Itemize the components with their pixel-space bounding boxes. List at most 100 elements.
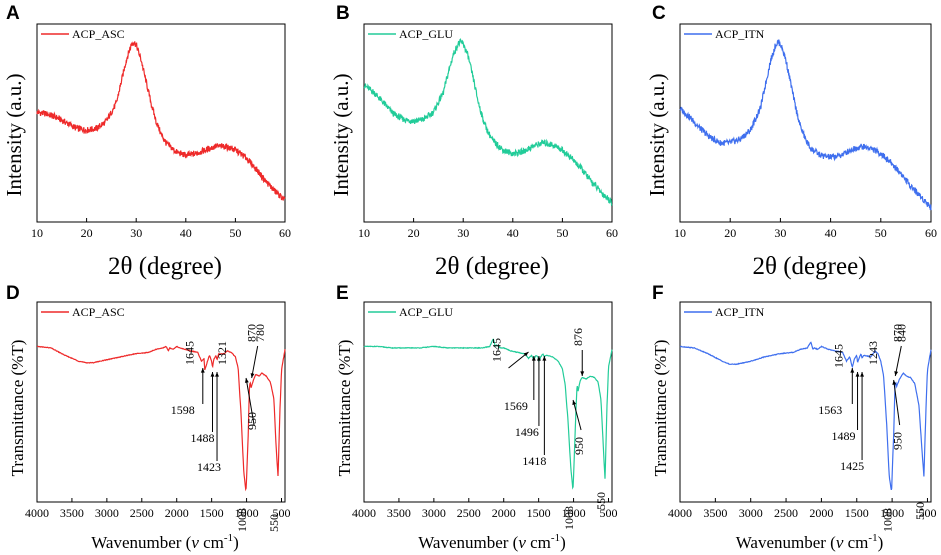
peak-arrow-head [200, 368, 205, 373]
x-axis-title-main: Wavenumber ( [91, 533, 191, 552]
x-axis-title: 2θ (degree) [435, 253, 549, 280]
x-axis-title-var: v [191, 533, 199, 552]
y-axis-title: Intensity (a.u.) [2, 73, 26, 196]
peak-arrow [572, 399, 582, 431]
legend-label: ACP_ASC [72, 305, 125, 319]
x-axis-title-main: Wavenumber ( [418, 533, 518, 552]
peak-annotation-950: 950 [245, 412, 259, 430]
peak-annotation-1418: 1418 [522, 454, 546, 468]
peak-annotation-780: 780 [253, 324, 267, 342]
peak-annotation-1425: 1425 [840, 459, 864, 473]
x-axis-title-unit: cm [843, 533, 868, 552]
peak-annotation-1496: 1496 [515, 425, 539, 439]
panel-letter: C [652, 3, 666, 24]
x-tick-label: 40 [507, 226, 519, 240]
x-axis-title-var: v [518, 533, 526, 552]
y-axis-title: Intensity (a.u.) [645, 73, 669, 196]
peak-annotation-950: 950 [891, 432, 905, 450]
x-axis-title-unit: cm [199, 533, 224, 552]
peak-annotation-550: 550 [594, 492, 608, 510]
x-tick-label: 3000 [422, 506, 446, 520]
peak-annotation-1321: 1321 [215, 341, 229, 365]
peak-annotation-1008: 1008 [235, 508, 249, 532]
x-tick-label: 2000 [492, 506, 516, 520]
legend-label: ACP_ASC [72, 27, 125, 41]
peak-arrow-head [894, 371, 899, 376]
x-axis-title-close: ) [560, 533, 566, 552]
x-tick-label: 2000 [809, 506, 833, 520]
x-tick-label: 1000 [235, 506, 259, 520]
peak-arrow-head [542, 356, 547, 361]
peak-arrow-head [250, 373, 255, 378]
x-axis-title-sup: -1 [224, 532, 233, 544]
x-tick-label: 2000 [165, 506, 189, 520]
legend-label: ACP_ITN [715, 305, 765, 319]
peak-arrow-head [855, 372, 860, 377]
peak-arrow-head [523, 352, 529, 357]
plot-frame [363, 23, 613, 223]
peak-arrow [251, 345, 259, 379]
y-axis-title: Transmittance (%T) [651, 340, 670, 477]
series-line [36, 41, 286, 201]
peak-arrow-head [244, 378, 249, 383]
peak-annotation-1563: 1563 [818, 403, 842, 417]
x-tick-label: 10 [31, 226, 43, 240]
peak-arrow-head [536, 356, 541, 361]
y-axis-title: Transmittance (%T) [335, 340, 354, 477]
series-line [679, 341, 932, 491]
peak-annotation-550: 550 [913, 502, 927, 520]
x-tick-label: 4000 [25, 506, 49, 520]
x-axis-title-unit: cm [526, 533, 551, 552]
peak-arrow-head [531, 356, 536, 361]
peak-arrow [245, 377, 255, 426]
x-tick-label: 3500 [60, 506, 84, 520]
peak-annotation-1488: 1488 [190, 431, 214, 445]
x-tick-label: 50 [229, 226, 241, 240]
x-tick-label: 30 [457, 226, 469, 240]
peak-arrow-head [580, 371, 585, 376]
panel-letter: D [6, 283, 20, 304]
x-tick-label: 500 [600, 506, 618, 520]
plot-frame [36, 301, 286, 503]
panel-f: F 4000 3500 3000 2500 2000 1500 1000 500 Wavenumb… [651, 283, 936, 552]
peak-annotation-1008: 1008 [881, 508, 895, 532]
peak-annotation-876: 876 [571, 328, 585, 346]
x-axis-title: Wavenumber (v cm-1) [418, 532, 566, 552]
x-tick-label: 4000 [352, 506, 376, 520]
peak-annotation-950: 950 [572, 437, 586, 455]
x-axis-title-close: ) [878, 533, 884, 552]
peak-annotation-550: 550 [267, 514, 281, 532]
x-tick-label: 20 [81, 226, 93, 240]
peak-annotation-1645: 1645 [490, 338, 504, 362]
peak-annotation-1598: 1598 [171, 403, 195, 417]
x-axis-title-sup: -1 [551, 532, 560, 544]
plot-frame [36, 23, 286, 223]
x-tick-label: 1500 [200, 506, 224, 520]
peak-annotation-1645: 1645 [183, 341, 197, 365]
x-tick-label: 2500 [457, 506, 481, 520]
x-tick-label: 3000 [95, 506, 119, 520]
peak-annotation-870: 870 [890, 324, 904, 342]
peak-annotation-840: 840 [894, 324, 908, 342]
panel-letter: E [336, 283, 349, 304]
x-axis-title: Wavenumber (v cm-1) [736, 532, 884, 552]
peak-arrow-head [215, 372, 219, 377]
peak-annotation-1008: 1008 [562, 506, 576, 530]
peak-annotation-1243: 1243 [866, 341, 880, 365]
x-axis-title-sup: -1 [868, 532, 877, 544]
peak-annotation-870: 870 [245, 324, 259, 342]
panel-b: B 10 20 30 40 50 60 2θ (degree) Intensity (a.u.)… [329, 3, 618, 280]
x-axis-title-var: v [836, 533, 844, 552]
panel-letter: B [336, 3, 350, 24]
x-tick-label: 500 [273, 506, 291, 520]
series-line [363, 338, 613, 490]
series-line [679, 39, 932, 211]
x-tick-label: 60 [279, 226, 291, 240]
panel-e: E 4000 3500 3000 2500 2000 1500 1000 500 Wavenumb… [335, 283, 618, 552]
peak-arrow-head [892, 380, 897, 385]
legend-label: ACP_ITN [715, 27, 765, 41]
y-axis-title: Intensity (a.u.) [329, 73, 353, 196]
x-axis-title: 2θ (degree) [753, 253, 867, 280]
peak-arrow-head [210, 372, 215, 377]
